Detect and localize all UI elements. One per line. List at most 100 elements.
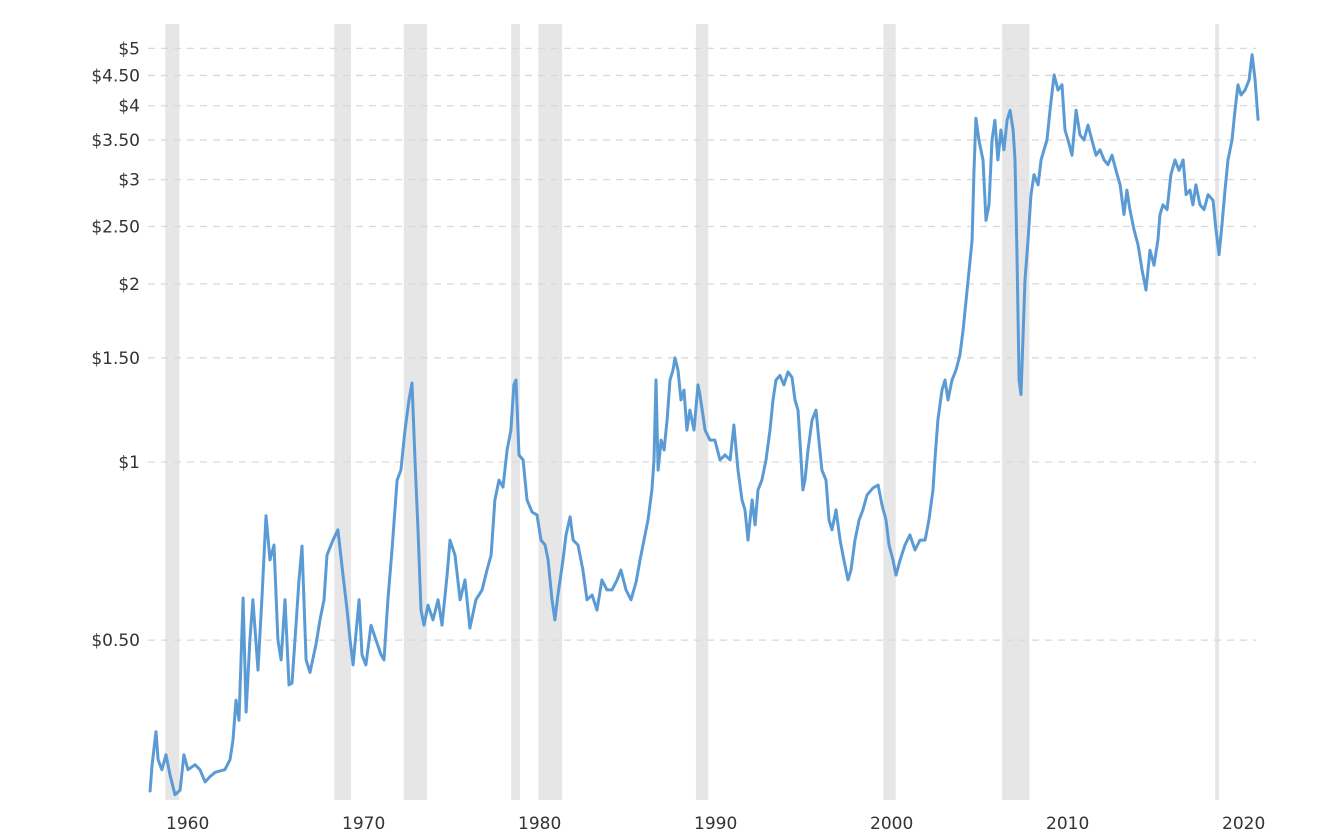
data-point: [1119, 184, 1121, 186]
data-point: [724, 454, 726, 456]
data-point: [1221, 223, 1223, 226]
data-point: [309, 671, 311, 674]
x-tick-label: 2020: [1222, 814, 1265, 834]
data-point: [1195, 184, 1197, 186]
data-point: [850, 569, 852, 571]
data-point: [862, 509, 864, 511]
data-point: [291, 682, 293, 684]
x-tick-label: 1990: [694, 814, 737, 834]
data-point: [643, 539, 645, 541]
data-point: [660, 439, 662, 441]
data-point: [370, 624, 372, 626]
data-point: [719, 459, 721, 461]
data-point: [383, 659, 385, 661]
data-point: [400, 469, 402, 471]
data-point: [1141, 269, 1143, 271]
data-point: [151, 763, 153, 766]
data-point: [288, 684, 290, 686]
data-point: [968, 269, 970, 271]
data-point: [375, 639, 377, 641]
data-point: [1024, 279, 1026, 281]
data-point: [1153, 264, 1155, 267]
data-point: [187, 768, 189, 771]
data-point: [284, 598, 286, 601]
data-point: [885, 519, 887, 521]
data-point: [959, 354, 961, 356]
data-point: [157, 758, 159, 761]
data-point: [273, 544, 275, 546]
data-point: [204, 781, 206, 783]
data-point: [572, 539, 574, 541]
data-point: [1159, 213, 1161, 216]
data-points: [149, 53, 1259, 796]
y-tick-label: $2.50: [91, 218, 140, 238]
data-point: [669, 379, 671, 381]
data-point: [881, 504, 883, 506]
data-point: [699, 394, 701, 396]
data-point: [232, 739, 234, 741]
data-point: [565, 534, 567, 536]
data-point: [1014, 159, 1016, 161]
data-point: [490, 554, 492, 556]
data-point: [358, 598, 360, 601]
data-point: [985, 219, 987, 222]
data-point: [235, 699, 237, 701]
data-point: [761, 479, 763, 481]
data-point: [1061, 83, 1063, 86]
data-point: [249, 639, 251, 641]
data-point: [1030, 193, 1032, 196]
data-point: [847, 579, 849, 581]
data-point: [978, 139, 980, 141]
data-point: [596, 609, 598, 611]
y-tick-label: $1: [118, 453, 140, 473]
data-point: [183, 754, 185, 756]
data-point: [582, 569, 584, 571]
data-point: [663, 449, 665, 451]
data-point: [414, 459, 416, 461]
data-point: [540, 539, 542, 541]
data-point: [1234, 109, 1236, 112]
data-point: [772, 399, 774, 401]
y-tick-label: $1.50: [91, 349, 140, 369]
y-tick-label: $2: [118, 275, 140, 295]
data-point: [765, 459, 767, 461]
data-point: [1049, 109, 1051, 112]
data-point: [209, 775, 211, 778]
data-point: [586, 598, 588, 601]
data-point: [396, 479, 398, 481]
data-point: [680, 399, 682, 401]
data-point: [944, 379, 946, 381]
data-point: [1244, 89, 1246, 91]
data-point: [704, 429, 706, 431]
data-point: [1003, 148, 1005, 151]
data-point: [342, 574, 344, 576]
data-point: [261, 594, 263, 596]
data-point: [577, 544, 579, 546]
data-point: [1064, 129, 1066, 131]
data-point: [1257, 119, 1259, 122]
data-point: [677, 369, 679, 371]
data-point: [965, 299, 967, 301]
data-point: [408, 399, 410, 401]
data-point: [606, 589, 608, 591]
data-point: [666, 419, 668, 421]
x-tick-label: 1980: [518, 814, 561, 834]
data-point: [149, 791, 151, 793]
data-point: [337, 529, 339, 531]
data-point: [1067, 139, 1069, 141]
data-point: [161, 768, 163, 771]
data-point: [657, 469, 659, 471]
data-point: [513, 384, 515, 386]
data-point: [620, 569, 622, 571]
data-point: [791, 376, 793, 379]
data-point: [1199, 204, 1201, 206]
data-point: [899, 559, 901, 561]
data-point: [380, 654, 382, 656]
data-point: [914, 549, 916, 551]
data-point: [265, 515, 267, 517]
data-point: [1103, 159, 1105, 161]
data-point: [569, 515, 571, 518]
data-point: [423, 624, 425, 626]
shaded-period-band: [1215, 24, 1219, 800]
